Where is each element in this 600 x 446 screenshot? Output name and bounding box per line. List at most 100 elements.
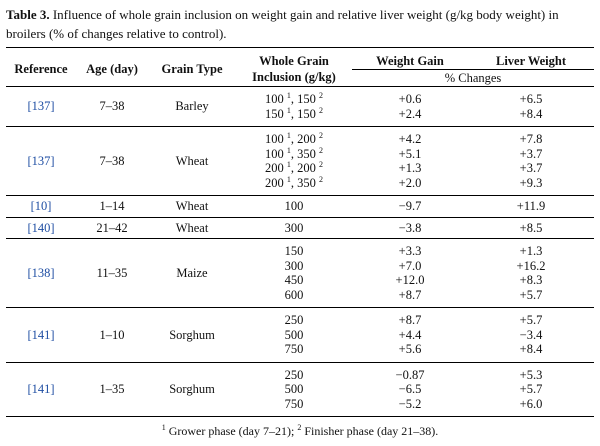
table-row: [141] 1–35 Sorghum 250 500 750 −0.87 −6.5 −5.2 +5… — [6, 362, 594, 417]
age-cell: 7–38 — [76, 126, 148, 196]
weight-gain-value: −9.7 — [398, 199, 422, 213]
phase-mark: 1 — [286, 131, 291, 140]
liver-weight-cell: +6.5 +8.4 — [468, 86, 594, 127]
liver-weight-cell: +7.8 +3.7 +3.7 +9.3 — [468, 126, 594, 196]
inclusion-value: 200 1, 350 2 — [265, 174, 323, 190]
weight-gain-value: +0.6 — [398, 92, 422, 106]
inclusion-amount: 100 — [265, 146, 284, 161]
liver-weight-value: +6.5 — [519, 92, 543, 106]
liver-weight-value: +3.7 — [519, 161, 543, 175]
phase-mark: 2 — [319, 174, 323, 184]
inclusion-value: 100 — [284, 199, 304, 213]
liver-weight-value: +9.3 — [519, 175, 543, 190]
reference-cell: [141] — [6, 307, 76, 363]
inclusion-amount: 200 — [265, 175, 284, 190]
reference-link[interactable]: [141] — [27, 327, 55, 342]
inclusion-amount: 200 — [265, 161, 284, 175]
grain-type-cell: Wheat — [148, 126, 236, 196]
weight-gain-cell: −9.7 — [352, 195, 468, 218]
inclusion-cell: 250 500 750 — [236, 307, 352, 363]
footnote: 1 Grower phase (day 7–21); 2 Finisher ph… — [0, 424, 600, 439]
liver-weight-cell: +5.3 +5.7 +6.0 — [468, 362, 594, 417]
header-reference: Reference — [6, 47, 76, 87]
header-liver-weight: Liver Weight — [468, 47, 594, 70]
inclusion-cell: 100 1, 150 2 150 1, 150 2 — [236, 86, 352, 127]
liver-weight-value: +8.5 — [519, 220, 543, 235]
inclusion-amount: 100 — [265, 132, 284, 146]
inclusion-cell: 300 — [236, 217, 352, 239]
weight-gain-value: +12.0 — [395, 273, 425, 287]
reference-link[interactable]: [137] — [27, 99, 55, 114]
weight-gain-cell: −0.87 −6.5 −5.2 — [352, 362, 468, 417]
reference-link[interactable]: [138] — [27, 265, 55, 280]
inclusion-value: 500 — [284, 382, 304, 396]
liver-weight-value: +8.4 — [519, 106, 543, 121]
grain-type-cell: Maize — [148, 238, 236, 308]
weight-gain-value: −5.2 — [398, 396, 422, 411]
reference-cell: [10] — [6, 195, 76, 218]
header-inclusion-line1: Whole Grain — [259, 54, 329, 68]
weight-gain-cell: −3.8 — [352, 217, 468, 239]
inclusion-amount: 150 — [297, 106, 316, 121]
inclusion-amount: 100 — [265, 92, 284, 106]
reference-link[interactable]: [140] — [27, 220, 55, 235]
inclusion-amount: 150 — [297, 92, 316, 106]
inclusion-value: 450 — [284, 273, 304, 287]
liver-weight-value: +7.8 — [519, 132, 543, 146]
inclusion-value: 600 — [284, 287, 304, 302]
reference-link[interactable]: [141] — [27, 382, 55, 396]
liver-weight-value: +5.3 — [519, 367, 543, 382]
liver-weight-cell: +1.3 +16.2 +8.3 +5.7 — [468, 238, 594, 308]
phase-mark: 1 — [286, 145, 291, 155]
inclusion-value: 150 1, 150 2 — [265, 105, 323, 121]
weight-gain-cell: +8.7 +4.4 +5.6 — [352, 307, 468, 363]
footnote-mark-1: 1 — [161, 423, 166, 432]
footnote-text-1: Grower phase (day 7–21); — [168, 424, 295, 438]
header-changes: % Changes — [352, 69, 594, 87]
reference-link[interactable]: [137] — [27, 153, 55, 168]
table-caption: Table 3. Influence of whole grain inclus… — [6, 5, 594, 43]
grain-type-cell: Wheat — [148, 195, 236, 218]
liver-weight-value: +16.2 — [516, 258, 546, 273]
table-row: [140] 21–42 Wheat 300 −3.8 +8.5 — [6, 217, 594, 239]
table-row: [137] 7–38 Barley 100 1, 150 2 150 1, 150 2 +… — [6, 86, 594, 127]
liver-weight-value: +3.7 — [519, 146, 543, 161]
liver-weight-value: +8.4 — [519, 342, 543, 356]
inclusion-amount: 350 — [297, 146, 316, 161]
reference-cell: [137] — [6, 126, 76, 196]
weight-gain-value: +4.2 — [398, 132, 422, 146]
phase-mark: 1 — [286, 91, 291, 100]
weight-gain-value: +3.3 — [398, 244, 422, 258]
inclusion-value: 500 — [284, 327, 304, 342]
header-grain-type: Grain Type — [148, 47, 236, 87]
inclusion-value: 750 — [284, 396, 304, 411]
phase-mark: 1 — [286, 105, 291, 115]
inclusion-value: 300 — [284, 220, 304, 235]
inclusion-value: 100 1, 200 2 — [265, 131, 323, 147]
phase-mark: 2 — [319, 105, 323, 115]
weight-gain-cell: +0.6 +2.4 — [352, 86, 468, 127]
phase-mark: 2 — [319, 91, 323, 100]
liver-weight-cell: +11.9 — [468, 195, 594, 218]
reference-cell: [138] — [6, 238, 76, 308]
age-cell: 21–42 — [76, 217, 148, 239]
weight-gain-cell: +4.2 +5.1 +1.3 +2.0 — [352, 126, 468, 196]
liver-weight-value: +11.9 — [516, 199, 546, 213]
liver-weight-cell: +8.5 — [468, 217, 594, 239]
data-table: Reference Age (day) Grain Type Whole Gra… — [6, 47, 594, 417]
inclusion-cell: 100 1, 200 2 100 1, 350 2 200 1, 200 2 200 … — [236, 126, 352, 196]
weight-gain-value: +5.6 — [398, 342, 422, 356]
inclusion-value: 300 — [284, 258, 304, 273]
reference-link[interactable]: [10] — [30, 199, 52, 213]
inclusion-cell: 150 300 450 600 — [236, 238, 352, 308]
grain-type-cell: Sorghum — [148, 307, 236, 363]
weight-gain-value: +8.7 — [398, 287, 422, 302]
liver-weight-value: +5.7 — [519, 287, 543, 302]
age-cell: 1–14 — [76, 195, 148, 218]
weight-gain-value: +2.0 — [398, 175, 422, 190]
age-cell: 7–38 — [76, 86, 148, 127]
table-row: [138] 11–35 Maize 150 300 450 600 +3.3 +7.0 +12.0… — [6, 238, 594, 308]
weight-gain-value: −3.8 — [398, 220, 422, 235]
caption-label: Table 3. — [6, 7, 50, 22]
